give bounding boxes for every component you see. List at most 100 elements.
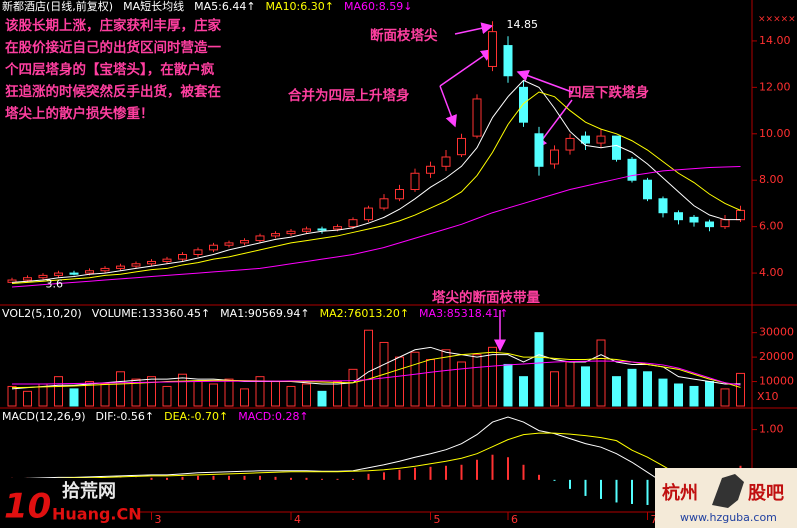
volume-bar bbox=[426, 359, 435, 407]
volume-bar bbox=[519, 376, 528, 407]
legend-entry: MACD:0.28↑ bbox=[238, 410, 308, 423]
candle-body bbox=[519, 86, 528, 123]
candle-body bbox=[178, 254, 187, 260]
logo-bg bbox=[0, 478, 140, 528]
volume-bar bbox=[333, 381, 342, 407]
arrow bbox=[454, 22, 494, 35]
candle-body bbox=[162, 258, 172, 262]
volume-bar bbox=[224, 378, 234, 407]
candle-body bbox=[286, 230, 296, 235]
ma-line bbox=[12, 360, 741, 386]
volume-bar bbox=[534, 332, 544, 407]
candle-body bbox=[689, 216, 699, 223]
volume-bar bbox=[131, 378, 141, 407]
candle-body bbox=[38, 274, 48, 279]
annotation: 合并为四层上升塔身 bbox=[288, 87, 410, 104]
volume-bar bbox=[162, 385, 172, 407]
y-tick-label: 10000 bbox=[759, 375, 794, 388]
volume-bar bbox=[147, 376, 156, 407]
watermarks: 10 拾荒网 Huang.CN 杭州 股吧 www.hzguba.com bbox=[0, 468, 797, 528]
x-tick-label: 4 bbox=[294, 513, 301, 526]
volume-bar bbox=[69, 388, 79, 407]
candle-body bbox=[240, 240, 249, 244]
logo-number: 10 bbox=[4, 487, 51, 527]
volume-bar bbox=[286, 385, 296, 407]
volume-bar bbox=[689, 385, 699, 407]
ma-line bbox=[11, 91, 741, 285]
annotation: 个四层塔身的【宝塔头】，在散户疯 bbox=[4, 61, 215, 78]
logo-bull bbox=[712, 474, 744, 508]
volume-bar bbox=[457, 361, 466, 407]
y-tick-label: 4.00 bbox=[759, 266, 784, 279]
legend-entry: MA2:76013.20↑ bbox=[320, 307, 409, 320]
volume-bar bbox=[116, 371, 125, 407]
ma-line bbox=[11, 79, 741, 283]
volume-bar bbox=[178, 373, 187, 407]
candle-body bbox=[550, 149, 559, 165]
x-tick-label: 7 bbox=[651, 513, 658, 526]
candle-body bbox=[85, 270, 94, 274]
candle-body bbox=[457, 137, 466, 156]
logo-city: 杭州 bbox=[662, 482, 698, 504]
candle-body bbox=[705, 221, 714, 228]
volume-bar bbox=[736, 372, 745, 407]
ma-line bbox=[11, 166, 741, 288]
candle-body bbox=[441, 156, 451, 167]
annotation: 断面枝塔尖 bbox=[370, 27, 438, 44]
candle-body bbox=[565, 137, 575, 151]
y-tick-label: 30000 bbox=[759, 326, 794, 339]
volume-bar bbox=[658, 378, 668, 407]
legend-entry: DIF:-0.56↑ bbox=[96, 410, 155, 423]
volume-bar bbox=[581, 366, 590, 407]
candle-body bbox=[488, 31, 497, 67]
candle-body bbox=[658, 198, 668, 214]
legend-entry: MA10:6.30↑ bbox=[266, 0, 334, 13]
volume-bar bbox=[240, 388, 249, 407]
y-tick-label: 14.00 bbox=[759, 34, 791, 47]
volume-bar bbox=[565, 361, 575, 407]
candle-body bbox=[69, 272, 79, 275]
candle-body bbox=[674, 212, 683, 221]
candle-body bbox=[255, 235, 265, 242]
volume-bar bbox=[596, 339, 606, 407]
volume-bar bbox=[441, 349, 451, 407]
corner-mark: ×××××× bbox=[758, 15, 797, 25]
candle-body bbox=[472, 98, 482, 137]
volume-bar bbox=[302, 383, 311, 407]
volume-bar bbox=[550, 371, 559, 407]
candle-body bbox=[581, 135, 590, 144]
candle-body bbox=[54, 272, 63, 276]
volume-bar bbox=[705, 381, 714, 407]
volume-bar bbox=[317, 390, 327, 407]
candle-body bbox=[224, 242, 234, 246]
candle-body bbox=[627, 158, 637, 181]
annotation: 在股价接近自己的出货区间时营造一 bbox=[5, 39, 221, 56]
ma-line bbox=[11, 351, 741, 389]
legend-entry: MA60:8.59↓ bbox=[344, 0, 412, 13]
x-tick-label: 5 bbox=[434, 513, 441, 526]
ma-line bbox=[11, 416, 741, 509]
annotation: 狂追涨的时候突然反手出货，被套在 bbox=[5, 83, 221, 100]
candle-body bbox=[193, 249, 203, 256]
volume-bar bbox=[720, 388, 730, 407]
candle-body bbox=[364, 207, 373, 221]
arrow bbox=[439, 85, 457, 128]
legend-entry: VOLUME:133360.45↑ bbox=[92, 307, 210, 320]
volume-bar bbox=[503, 363, 513, 407]
volume-bar bbox=[674, 383, 683, 407]
y-tick-label: 20000 bbox=[759, 350, 794, 363]
volume-bar bbox=[488, 346, 497, 407]
annotations: 该股长期上涨，庄家获利丰厚，庄家 在股价接近自己的出货区间时营造一 个四层塔身的… bbox=[4, 17, 649, 306]
volume-bar bbox=[255, 376, 265, 407]
candle-body bbox=[302, 228, 311, 232]
x-tick-label: 6 bbox=[511, 513, 518, 526]
candle-body bbox=[147, 260, 156, 265]
volume-bar bbox=[612, 376, 621, 407]
candle-body bbox=[209, 244, 218, 251]
logo-url: www.hzguba.com bbox=[680, 511, 777, 524]
volume-bar bbox=[271, 381, 280, 407]
candle-body bbox=[271, 233, 280, 237]
volume-bar bbox=[364, 329, 373, 407]
candle-body bbox=[131, 263, 141, 267]
volume-bar bbox=[7, 385, 17, 407]
